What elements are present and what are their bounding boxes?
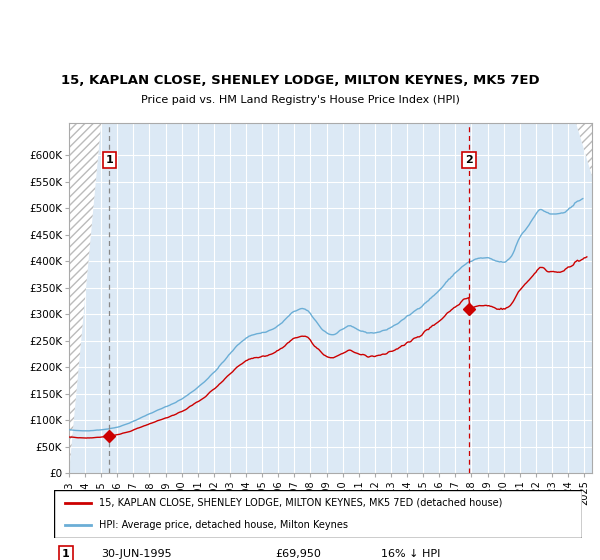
Text: HPI: Average price, detached house, Milton Keynes: HPI: Average price, detached house, Milt… [99,520,348,530]
Text: 16% ↓ HPI: 16% ↓ HPI [382,549,441,559]
Text: 30-JUN-1995: 30-JUN-1995 [101,549,172,559]
Text: Price paid vs. HM Land Registry's House Price Index (HPI): Price paid vs. HM Land Registry's House … [140,95,460,105]
Polygon shape [69,123,101,473]
Text: 15, KAPLAN CLOSE, SHENLEY LODGE, MILTON KEYNES, MK5 7ED (detached house): 15, KAPLAN CLOSE, SHENLEY LODGE, MILTON … [99,498,502,508]
Text: 1: 1 [106,155,113,165]
Text: £69,950: £69,950 [276,549,322,559]
Text: 15, KAPLAN CLOSE, SHENLEY LODGE, MILTON KEYNES, MK5 7ED: 15, KAPLAN CLOSE, SHENLEY LODGE, MILTON … [61,74,539,87]
Text: 1: 1 [62,549,70,559]
Polygon shape [576,123,592,176]
Text: 2: 2 [465,155,473,165]
